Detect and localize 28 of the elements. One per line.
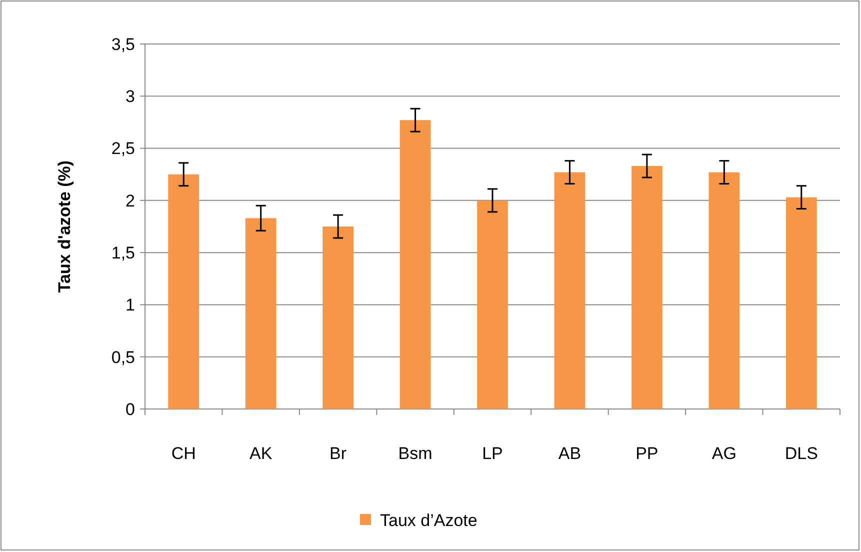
x-tick-label: DLS <box>784 444 818 463</box>
y-tick-label: 0,5 <box>111 348 135 367</box>
bar <box>708 172 740 409</box>
x-tick-label: AK <box>249 444 273 463</box>
y-axis-title: Taux d'azote (%) <box>55 160 74 293</box>
y-tick-label: 1 <box>126 296 135 315</box>
bar <box>168 174 200 409</box>
y-tick-label: 2 <box>126 191 135 210</box>
bar <box>477 200 508 409</box>
y-tick-label: 3,5 <box>111 34 135 54</box>
y-tick-label: 0 <box>126 400 135 419</box>
bar <box>632 166 662 409</box>
bar <box>786 197 817 409</box>
bar <box>400 120 431 409</box>
x-tick-label: Bsm <box>398 444 432 463</box>
legend-label: Taux d’Azote <box>380 510 478 530</box>
bar <box>322 226 354 409</box>
x-tick-label: Br <box>330 444 347 463</box>
x-tick-label: CH <box>171 444 196 463</box>
x-tick-label: PP <box>636 444 658 463</box>
x-tick-label: AG <box>712 444 736 463</box>
y-tick-label: 1,5 <box>111 244 135 263</box>
y-tick-label: 3 <box>126 87 135 106</box>
x-tick-label: LP <box>482 444 503 463</box>
y-tick-label: 2,5 <box>111 139 135 158</box>
bar <box>554 172 586 409</box>
bar <box>245 218 276 409</box>
x-tick-label: AB <box>558 444 582 463</box>
